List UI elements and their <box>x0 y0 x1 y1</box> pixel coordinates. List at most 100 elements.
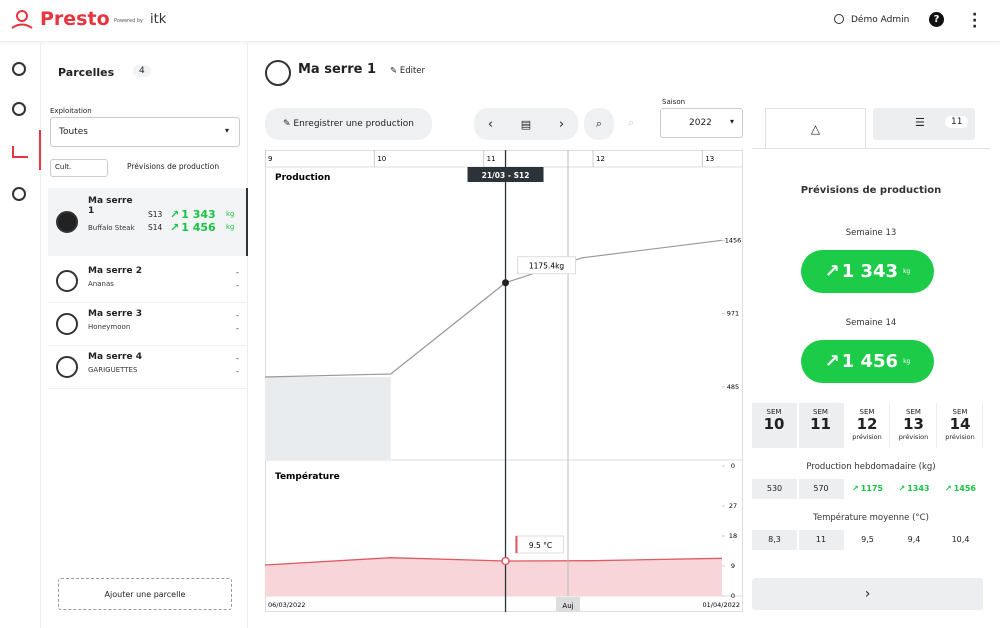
add-parcel-label: Ajouter une parcelle <box>104 589 186 599</box>
farm-select[interactable]: Toutes ▾ <box>50 117 240 147</box>
x-tick-label: 13 <box>705 155 714 163</box>
season-value: 2022 <box>689 118 712 128</box>
record-label: Enregistrer une production <box>293 119 414 129</box>
page-title: Ma serre 1 <box>298 62 376 77</box>
nav-item[interactable] <box>12 102 26 116</box>
parcel-card[interactable]: Ma serre 4 GARIGUETTES - - <box>48 346 248 389</box>
record-button[interactable]: ✎ Enregistrer une production <box>265 108 432 140</box>
zoom-button[interactable]: ⌕ <box>584 108 614 140</box>
farm-value: Toutes <box>59 127 88 137</box>
list-tab[interactable]: ☰ 11 <box>873 108 975 140</box>
period-nav[interactable]: ‹ ▤ › <box>474 108 578 140</box>
help-button[interactable]: ? <box>929 12 944 27</box>
farm-label: Exploitation <box>50 107 92 115</box>
parcel-card[interactable]: Ma serre 2 Ananas - - <box>48 260 248 303</box>
forecast-pill: 1 343 kg <box>801 250 934 293</box>
past-area <box>265 377 391 460</box>
menu-button[interactable]: · · · <box>972 7 978 35</box>
week-column: SEM 12 prévision <box>845 403 890 448</box>
nav-item[interactable] <box>12 187 26 201</box>
week-num: 10 <box>763 415 785 433</box>
production-cell: 1175 <box>845 479 890 499</box>
week-column: SEM 13 prévision <box>892 403 937 448</box>
production-point <box>502 279 510 287</box>
temperature-cell: 10,4 <box>951 535 970 544</box>
parcel-name: Ma serre 3 <box>88 309 142 319</box>
y-tick-label: 971 <box>727 310 739 318</box>
production-cell: 530 <box>752 479 797 499</box>
week-sem: SEM <box>952 408 968 416</box>
tomato-icon <box>56 313 78 335</box>
temperature-tooltip <box>515 535 565 554</box>
chevron: ▾ <box>729 117 734 126</box>
tomato-icon <box>265 60 291 86</box>
temperature-cell: 9,4 <box>907 535 921 544</box>
season-select[interactable]: 2022 ▾ <box>660 108 743 138</box>
parcel-card[interactable]: Ma serre 3 Honeymoon - - <box>48 303 248 346</box>
nav-item[interactable] <box>12 62 26 76</box>
header: Presto Powered by itk Démo Admin ? · · · <box>0 0 1000 42</box>
week-note: prévision <box>898 433 929 441</box>
tomato-icon <box>56 270 78 292</box>
user-name[interactable]: Démo Admin <box>851 15 910 25</box>
production-cell: 1343 <box>892 479 937 499</box>
week-value: 1 456 <box>170 221 215 234</box>
x-tick-label: 12 <box>596 155 605 163</box>
production-label: Production hebdomadaire (kg) <box>806 462 936 472</box>
today-badge <box>556 597 580 612</box>
temperature-area <box>265 557 722 596</box>
week-value: - <box>236 354 239 363</box>
add-parcel-button[interactable]: Ajouter une parcelle <box>58 578 232 610</box>
season-label: Saison <box>662 98 686 106</box>
x-tick-label: 10 <box>377 155 386 163</box>
tomato-icon <box>56 211 78 233</box>
y-tick-label: 9 <box>731 562 735 570</box>
week-num: 11 <box>810 415 831 433</box>
y-tick-label: 18 <box>729 532 737 540</box>
next-button[interactable]: › <box>752 578 983 610</box>
parcel-variety: Buffalo Steak <box>88 224 135 232</box>
powered-by: Powered by <box>114 18 143 24</box>
week-value: - <box>236 367 239 376</box>
parcel-variety: GARIGUETTES <box>88 366 138 374</box>
production-tooltip <box>517 256 577 275</box>
chart-frame: 9 10 11 12 13 Production 485 971 1456 Température… <box>265 150 743 612</box>
crop-select[interactable]: Cult. <box>50 159 108 177</box>
forecast-value: 1 343 <box>825 261 898 282</box>
production-cell: 1456 <box>938 479 983 499</box>
temperature-cell: 9,5 <box>861 535 874 544</box>
week-num: 12 <box>856 415 878 433</box>
title-icon <box>265 60 291 86</box>
week-num: 14 <box>949 415 971 433</box>
brand: Presto <box>40 8 110 30</box>
y-tick-label: 0 <box>731 462 735 470</box>
week-unit: kg <box>226 223 235 231</box>
week-note: prévision <box>945 433 975 441</box>
list-count: 11 <box>945 116 969 128</box>
forecast-value: 1 456 <box>825 351 898 372</box>
temperature-tooltip-text: 9.5 °C <box>529 541 552 550</box>
view-name[interactable]: Prévisions de production <box>127 162 220 171</box>
temperature-label: Température moyenne (°C) <box>813 513 929 523</box>
temperature-cell: 8,3 <box>752 530 797 550</box>
chart: 9 10 11 12 13 Production 485 971 1456 Température… <box>265 150 743 612</box>
production-line <box>265 239 723 378</box>
parcel-card-selected[interactable]: Ma serre 1 Buffalo Steak S13 1 343 kg S14 1 45… <box>48 188 248 256</box>
user-icon[interactable] <box>834 14 844 24</box>
end-date: 01/04/2022 <box>703 601 740 609</box>
forecast-tab[interactable]: △ <box>765 108 866 150</box>
temperature-tooltip-bar <box>515 536 518 553</box>
edit-link[interactable]: ✎ Editer <box>390 66 426 76</box>
list-icon: ☰ <box>915 116 925 129</box>
cursor-label: 21/03 - S12 <box>482 171 530 180</box>
week-column: SEM 11 <box>798 403 844 448</box>
week-unit: kg <box>226 210 235 218</box>
cursor-badge <box>467 167 544 182</box>
parcel-name: Ma serre 1 <box>88 196 133 216</box>
week-label: S13 <box>148 210 163 219</box>
y-tick-label: 0 <box>731 592 735 600</box>
y-tick-label: 1456 <box>725 236 742 244</box>
nav-item-active[interactable] <box>12 146 28 158</box>
week-column: SEM 10 <box>752 403 797 448</box>
y-tick-label: 27 <box>729 502 737 510</box>
